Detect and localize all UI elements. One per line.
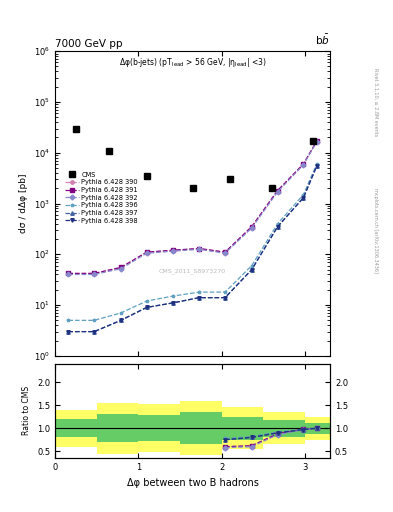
Pythia 6.428 390 [66,270,71,276]
Pythia 6.428 398 [275,224,280,230]
Pythia 6.428 390 [197,245,202,251]
Line: Pythia 6.428 391: Pythia 6.428 391 [67,139,318,275]
Pythia 6.428 392 [66,271,71,278]
Text: Δφ(b-jets) (pT$_{\mathrm{lead}}$ > 56 GeV, |η$_{\mathrm{lead}}$| <3): Δφ(b-jets) (pT$_{\mathrm{lead}}$ > 56 Ge… [119,56,266,69]
Text: mcplots.cern.ch [arXiv:1306.3436]: mcplots.cern.ch [arXiv:1306.3436] [373,188,378,273]
Pythia 6.428 397 [314,163,319,169]
Pythia 6.428 398 [223,294,228,301]
Pythia 6.428 390 [223,249,228,255]
Pythia 6.428 391 [92,270,97,276]
Pythia 6.428 397 [92,329,97,335]
Pythia 6.428 398 [144,304,149,310]
CMS [144,173,149,179]
Line: Pythia 6.428 396: Pythia 6.428 396 [67,162,318,322]
Pythia 6.428 392 [250,225,254,231]
Pythia 6.428 398 [66,329,71,335]
Pythia 6.428 398 [250,267,254,273]
Pythia 6.428 392 [223,250,228,257]
Pythia 6.428 398 [170,300,175,306]
Pythia 6.428 391 [119,264,123,270]
Text: CMS_2011_S8973270: CMS_2011_S8973270 [159,268,226,273]
Y-axis label: Ratio to CMS: Ratio to CMS [22,387,31,435]
Pythia 6.428 397 [170,300,175,306]
Pythia 6.428 398 [301,195,306,201]
Pythia 6.428 396 [66,317,71,324]
Pythia 6.428 398 [92,329,97,335]
Pythia 6.428 396 [119,310,123,316]
CMS [270,185,274,191]
Pythia 6.428 391 [197,245,202,251]
Pythia 6.428 391 [144,249,149,255]
Pythia 6.428 398 [119,317,123,324]
Line: Pythia 6.428 392: Pythia 6.428 392 [67,140,318,276]
Pythia 6.428 397 [250,267,254,273]
Pythia 6.428 391 [66,270,71,276]
Pythia 6.428 392 [170,248,175,254]
Pythia 6.428 391 [314,138,319,144]
CMS [228,176,232,182]
CMS [190,185,195,191]
Pythia 6.428 397 [66,329,71,335]
Pythia 6.428 396 [197,289,202,295]
Pythia 6.428 392 [301,162,306,168]
Pythia 6.428 390 [250,224,254,230]
Y-axis label: dσ / dΔφ [pb]: dσ / dΔφ [pb] [19,174,28,233]
Text: b$\bar{b}$: b$\bar{b}$ [316,33,330,47]
Pythia 6.428 391 [223,249,228,255]
Pythia 6.428 390 [275,187,280,194]
Pythia 6.428 396 [223,289,228,295]
Pythia 6.428 392 [197,246,202,252]
Pythia 6.428 392 [144,250,149,257]
Pythia 6.428 397 [275,224,280,230]
Pythia 6.428 390 [92,270,97,276]
Pythia 6.428 390 [170,247,175,253]
Pythia 6.428 397 [223,294,228,301]
Pythia 6.428 396 [314,161,319,167]
Pythia 6.428 396 [250,263,254,269]
Pythia 6.428 391 [275,187,280,194]
Pythia 6.428 392 [314,139,319,145]
CMS [107,147,112,154]
Pythia 6.428 392 [275,189,280,195]
CMS [311,138,316,144]
X-axis label: Δφ between two B hadrons: Δφ between two B hadrons [127,478,259,487]
Pythia 6.428 391 [250,224,254,230]
Pythia 6.428 397 [119,317,123,324]
Pythia 6.428 397 [144,304,149,310]
Line: Pythia 6.428 390: Pythia 6.428 390 [67,139,318,275]
CMS [73,125,78,132]
Text: 7000 GeV pp: 7000 GeV pp [55,39,123,49]
Pythia 6.428 392 [119,266,123,272]
Pythia 6.428 398 [197,294,202,301]
Pythia 6.428 396 [92,317,97,324]
Text: Rivet 3.1.10, ≥ 2.8M events: Rivet 3.1.10, ≥ 2.8M events [373,68,378,137]
Pythia 6.428 392 [92,271,97,278]
Pythia 6.428 390 [301,161,306,167]
Pythia 6.428 396 [170,293,175,299]
Line: Pythia 6.428 397: Pythia 6.428 397 [67,164,318,333]
Pythia 6.428 396 [301,191,306,198]
Pythia 6.428 396 [275,221,280,227]
Pythia 6.428 397 [301,195,306,201]
Pythia 6.428 390 [314,138,319,144]
Pythia 6.428 398 [314,163,319,169]
Pythia 6.428 390 [144,249,149,255]
Pythia 6.428 391 [170,247,175,253]
Pythia 6.428 396 [144,298,149,304]
Pythia 6.428 390 [119,264,123,270]
Line: CMS: CMS [73,125,317,191]
Pythia 6.428 391 [301,161,306,167]
Line: Pythia 6.428 398: Pythia 6.428 398 [67,164,318,333]
Legend: CMS, Pythia 6.428 390, Pythia 6.428 391, Pythia 6.428 392, Pythia 6.428 396, Pyt: CMS, Pythia 6.428 390, Pythia 6.428 391,… [64,170,139,225]
Pythia 6.428 397 [197,294,202,301]
